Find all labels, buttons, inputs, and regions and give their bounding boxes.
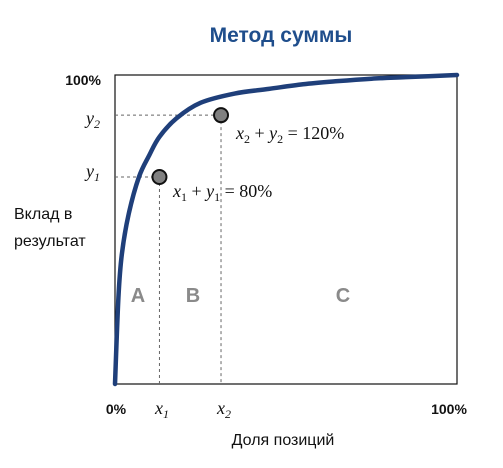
region-label-b: B — [186, 285, 200, 307]
x-tick-x2-base: x — [216, 398, 225, 418]
x-tick-0: 0% — [106, 401, 127, 417]
x-tick-x2-sub: 2 — [225, 407, 231, 421]
x-tick-x1-sub: 1 — [163, 407, 169, 421]
y-tick-y1-sub: 1 — [94, 170, 100, 184]
y-tick-100: 100% — [65, 72, 101, 88]
annotation-x2-y2-plus: + — [250, 123, 269, 143]
annotation-x2-y2-x: x — [235, 123, 244, 143]
x-tick-100: 100% — [431, 401, 467, 417]
x-tick-x1: x1 — [154, 398, 169, 421]
y-axis-label-line-1: Вклад в — [14, 206, 72, 223]
series-curve — [112, 72, 460, 387]
annotation-x1-y1-x-sub: 1 — [181, 190, 187, 204]
annotation-x2-y2: x2 + y2 = 120% — [235, 123, 344, 146]
y-axis-label-line-2: результат — [14, 233, 86, 250]
marker-point-2 — [213, 107, 230, 124]
y-tick-y2-sub: 2 — [94, 117, 100, 131]
annotation-x1-y1: x1 + y1 = 80% — [172, 181, 272, 204]
annotation-x1-y1-y-sub: 1 — [214, 190, 220, 204]
annotation-x1-y1-value: = 80% — [220, 181, 272, 201]
annotation-x2-y2-y: y — [267, 123, 277, 143]
annotation-x1-y1-plus: + — [187, 181, 206, 201]
annotation-x2-y2-y-sub: 2 — [277, 132, 283, 146]
annotation-x1-y1-y: y — [204, 181, 214, 201]
annotation-x2-y2-x-sub: 2 — [244, 132, 250, 146]
region-label-c: C — [336, 285, 350, 307]
x-axis-label: Доля позиций — [232, 432, 335, 449]
plot-frame — [114, 74, 458, 385]
region-label-a: A — [131, 285, 145, 307]
y-tick-y2: y2 — [84, 108, 100, 131]
annotation-x1-y1-x: x — [172, 181, 181, 201]
chart-title: Метод суммы — [210, 24, 353, 47]
annotation-x2-y2-value: = 120% — [283, 123, 344, 143]
y-tick-y1-base: y — [84, 161, 94, 181]
x-tick-x1-base: x — [154, 398, 163, 418]
markers — [151, 107, 230, 185]
x-tick-x2: x2 — [216, 398, 231, 421]
y-tick-y1: y1 — [84, 161, 100, 184]
marker-point-1 — [151, 168, 168, 185]
y-tick-y2-base: y — [84, 108, 94, 128]
